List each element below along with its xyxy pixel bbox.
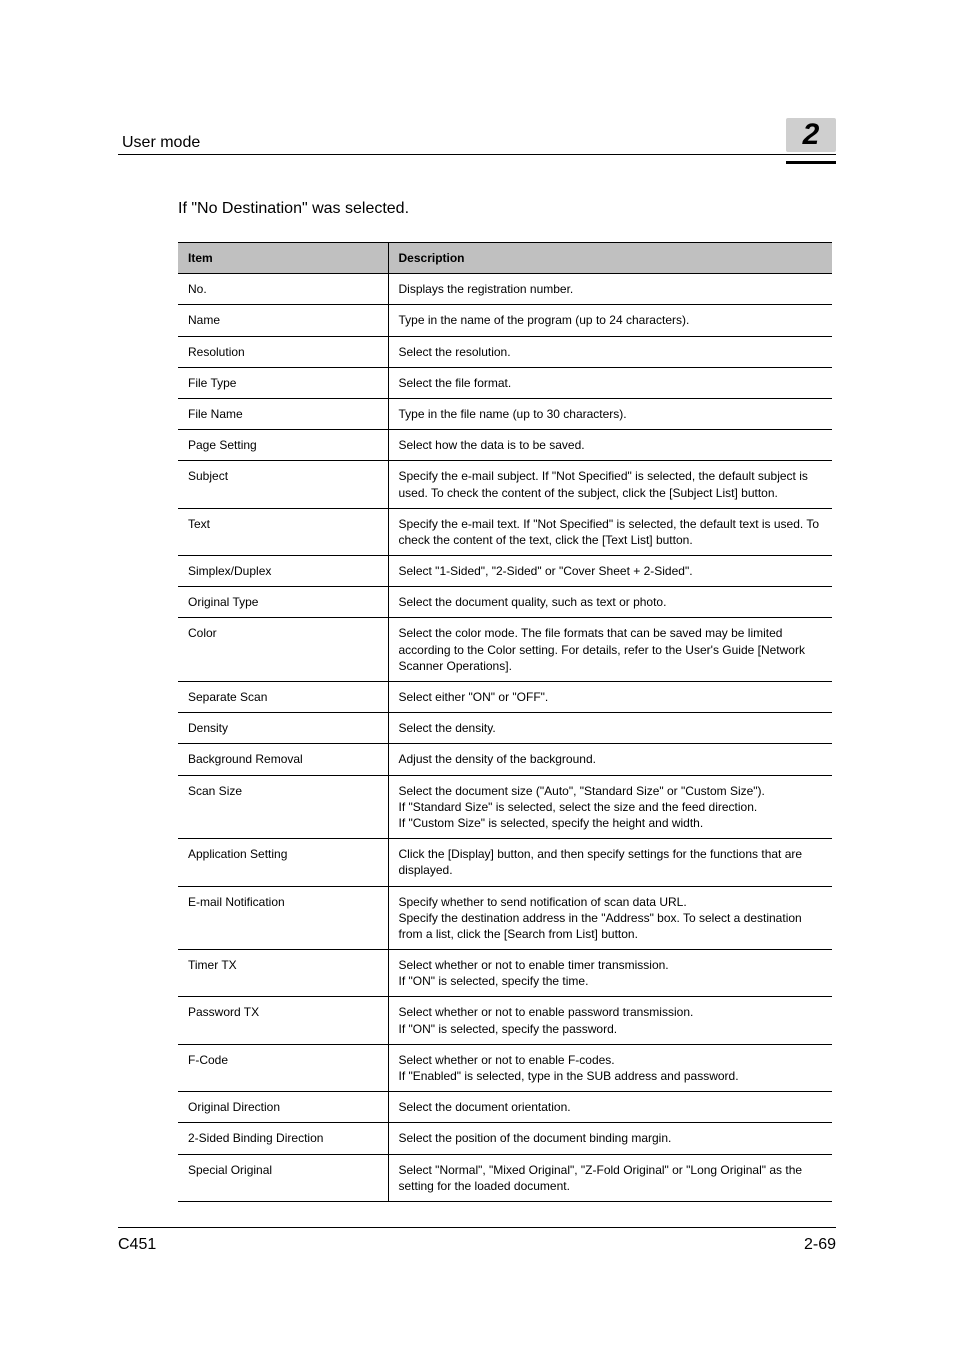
cell-description: Select either "ON" or "OFF". (388, 682, 832, 713)
cell-item: Resolution (178, 336, 388, 367)
col-header-item: Item (178, 243, 388, 274)
table-row: Background RemovalAdjust the density of … (178, 744, 832, 775)
cell-description: Select how the data is to be saved. (388, 430, 832, 461)
cell-item: Separate Scan (178, 682, 388, 713)
table-row: TextSpecify the e-mail text. If "Not Spe… (178, 508, 832, 555)
cell-description: Select whether or not to enable F-codes.… (388, 1044, 832, 1091)
cell-item: File Name (178, 398, 388, 429)
cell-item: Original Type (178, 587, 388, 618)
table-row: E-mail NotificationSpecify whether to se… (178, 886, 832, 950)
table-row: Page SettingSelect how the data is to be… (178, 430, 832, 461)
cell-description: Select the document size ("Auto", "Stand… (388, 775, 832, 839)
cell-description: Click the [Display] button, and then spe… (388, 839, 832, 886)
cell-description: Displays the registration number. (388, 274, 832, 305)
chapter-number-box: 2 (786, 118, 836, 152)
cell-description: Select "Normal", "Mixed Original", "Z-Fo… (388, 1154, 832, 1201)
cell-item: Password TX (178, 997, 388, 1044)
table-row: ResolutionSelect the resolution. (178, 336, 832, 367)
table-row: ColorSelect the color mode. The file for… (178, 618, 832, 682)
cell-item: 2-Sided Binding Direction (178, 1123, 388, 1154)
cell-item: Subject (178, 461, 388, 508)
table-row: DensitySelect the density. (178, 713, 832, 744)
table-row: Application SettingClick the [Display] b… (178, 839, 832, 886)
cell-description: Select whether or not to enable timer tr… (388, 950, 832, 997)
cell-description: Select whether or not to enable password… (388, 997, 832, 1044)
cell-item: Text (178, 508, 388, 555)
header-accent-bar (786, 161, 836, 164)
cell-item: File Type (178, 367, 388, 398)
cell-item: Color (178, 618, 388, 682)
footer-page-number: 2-69 (804, 1236, 836, 1254)
cell-description: Specify the e-mail text. If "Not Specifi… (388, 508, 832, 555)
cell-description: Select "1-Sided", "2-Sided" or "Cover Sh… (388, 556, 832, 587)
table-row: NameType in the name of the program (up … (178, 305, 832, 336)
cell-description: Select the document orientation. (388, 1092, 832, 1123)
table-row: Timer TXSelect whether or not to enable … (178, 950, 832, 997)
cell-item: Name (178, 305, 388, 336)
table-row: File TypeSelect the file format. (178, 367, 832, 398)
table-row: Simplex/DuplexSelect "1-Sided", "2-Sided… (178, 556, 832, 587)
cell-item: Background Removal (178, 744, 388, 775)
col-header-description: Description (388, 243, 832, 274)
cell-description: Specify the e-mail subject. If "Not Spec… (388, 461, 832, 508)
lead-text: If "No Destination" was selected. (178, 200, 836, 218)
cell-description: Type in the name of the program (up to 2… (388, 305, 832, 336)
table-row: Original TypeSelect the document quality… (178, 587, 832, 618)
cell-item: Density (178, 713, 388, 744)
cell-item: Application Setting (178, 839, 388, 886)
cell-item: E-mail Notification (178, 886, 388, 950)
table-row: Separate ScanSelect either "ON" or "OFF"… (178, 682, 832, 713)
cell-item: Page Setting (178, 430, 388, 461)
cell-item: F-Code (178, 1044, 388, 1091)
spec-table: Item Description No.Displays the registr… (178, 242, 832, 1202)
page-header-title: User mode (118, 134, 200, 152)
table-row: Special OriginalSelect "Normal", "Mixed … (178, 1154, 832, 1201)
table-row: Password TXSelect whether or not to enab… (178, 997, 832, 1044)
cell-description: Select the color mode. The file formats … (388, 618, 832, 682)
cell-description: Select the document quality, such as tex… (388, 587, 832, 618)
cell-description: Select the position of the document bind… (388, 1123, 832, 1154)
footer-model: C451 (118, 1236, 156, 1254)
table-row: No.Displays the registration number. (178, 274, 832, 305)
cell-description: Specify whether to send notification of … (388, 886, 832, 950)
cell-description: Type in the file name (up to 30 characte… (388, 398, 832, 429)
cell-description: Select the resolution. (388, 336, 832, 367)
table-row: Original DirectionSelect the document or… (178, 1092, 832, 1123)
cell-item: Special Original (178, 1154, 388, 1201)
cell-item: Timer TX (178, 950, 388, 997)
cell-description: Select the file format. (388, 367, 832, 398)
cell-item: No. (178, 274, 388, 305)
cell-description: Select the density. (388, 713, 832, 744)
table-row: SubjectSpecify the e-mail subject. If "N… (178, 461, 832, 508)
table-row: F-CodeSelect whether or not to enable F-… (178, 1044, 832, 1091)
cell-item: Scan Size (178, 775, 388, 839)
table-row: File NameType in the file name (up to 30… (178, 398, 832, 429)
cell-description: Adjust the density of the background. (388, 744, 832, 775)
cell-item: Original Direction (178, 1092, 388, 1123)
cell-item: Simplex/Duplex (178, 556, 388, 587)
table-row: 2-Sided Binding DirectionSelect the posi… (178, 1123, 832, 1154)
table-row: Scan SizeSelect the document size ("Auto… (178, 775, 832, 839)
